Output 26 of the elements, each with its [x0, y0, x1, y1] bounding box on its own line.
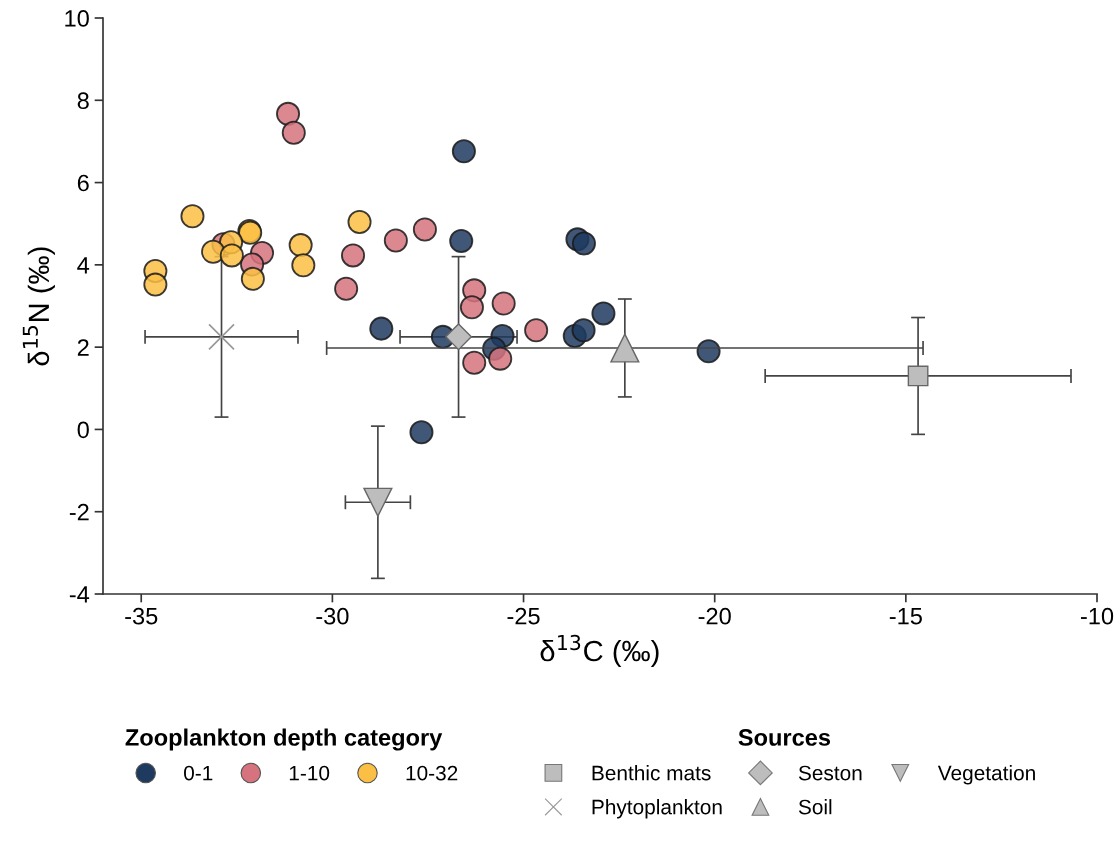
y-tick-label: -4: [69, 586, 90, 603]
x-tick-label: -30: [316, 607, 349, 625]
legend-label: Seston: [798, 765, 862, 781]
x-tick-label: -15: [889, 608, 922, 625]
legend-label: 0-1: [184, 765, 213, 781]
y-tick-label: 0: [77, 421, 89, 439]
x-tick-label: -10: [1080, 607, 1114, 625]
y-tick-label: 6: [77, 174, 89, 192]
text: Zooplankton depth category: [125, 728, 443, 751]
legend-label: 1-10: [289, 765, 330, 781]
x-tick-label: -25: [507, 607, 540, 625]
legend-label: Vegetation: [937, 765, 1035, 785]
y-tick-label: 2: [77, 339, 89, 356]
legend-label: Phytoplankton: [592, 799, 722, 819]
y-tick-label: -2: [69, 503, 89, 521]
text: Sources: [738, 729, 831, 746]
x-tick-label: -20: [698, 607, 731, 625]
legend-label: Benthic mats: [592, 765, 711, 781]
y-tick-label: 8: [77, 92, 89, 110]
legend-label: 10-32: [406, 765, 458, 781]
x-axis-title: δ$^{13}$C (‰): [540, 634, 659, 668]
y-tick-label: 4: [77, 257, 90, 274]
legend-label: Soil: [798, 799, 832, 815]
y-axis-title: δ$^{15}$N (‰): [22, 247, 55, 366]
y-tick-label: 10: [65, 10, 89, 27]
x-tick-label: -35: [125, 607, 158, 625]
